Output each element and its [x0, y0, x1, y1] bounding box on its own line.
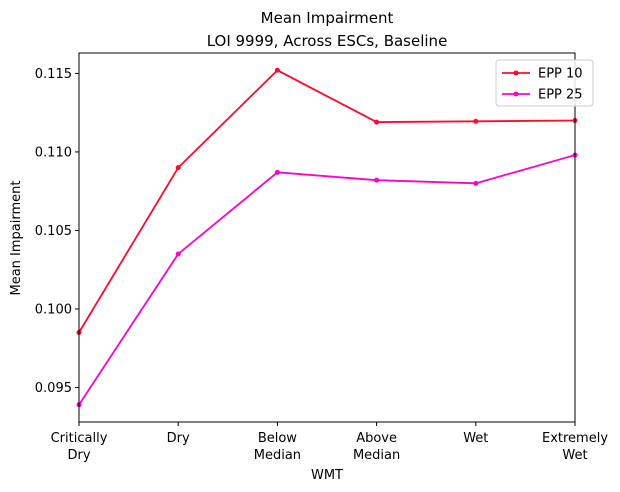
- series-line: [78, 154, 576, 406]
- data-point: [274, 169, 280, 175]
- x-tick-label: Extremely Wet: [542, 431, 608, 463]
- x-tick-label-line: Below: [258, 431, 297, 446]
- x-tick-label-line: Critically: [51, 431, 108, 446]
- x-tick-label-line: Dry: [167, 431, 190, 446]
- legend-label: EPP 25: [538, 88, 583, 103]
- plot-frame: [78, 52, 576, 423]
- data-point: [175, 251, 181, 257]
- y-tick-label: 0.100: [35, 302, 72, 317]
- x-tick-label: Below Median: [254, 431, 301, 463]
- x-tick-label-line: Extremely: [542, 431, 608, 446]
- y-axis: 0.095 0.100 0.105 0.110 0.115: [35, 67, 79, 396]
- x-tick-label: Critically Dry: [51, 431, 108, 463]
- x-tick-label-line: Median: [353, 448, 400, 463]
- x-axis: Critically Dry Dry Below Median Above Median We…: [51, 422, 608, 463]
- data-point: [374, 177, 380, 183]
- x-tick-label-line: Wet: [463, 431, 488, 446]
- legend-label: EPP 10: [538, 67, 583, 82]
- legend-item: EPP 10: [502, 67, 583, 82]
- legend-swatch-marker: [513, 70, 519, 76]
- x-tick-label: Above Median: [353, 431, 400, 463]
- x-tick-label-line: Dry: [67, 448, 90, 463]
- x-tick-label-line: Median: [254, 448, 301, 463]
- data-point: [473, 118, 479, 124]
- x-tick-label-line: Wet: [562, 448, 587, 463]
- legend-item: EPP 25: [502, 88, 583, 103]
- y-tick-label: 0.095: [35, 381, 72, 396]
- y-tick-label: 0.110: [35, 145, 72, 160]
- data-point: [374, 119, 380, 125]
- data-point: [175, 165, 181, 171]
- chart-subtitle: LOI 9999, Across ESCs, Baseline: [207, 32, 448, 50]
- x-tick-label-line: Above: [356, 431, 397, 446]
- x-tick-label: Wet: [463, 431, 488, 446]
- data-point: [473, 180, 479, 186]
- data-point: [274, 67, 280, 73]
- y-axis-label: Mean Impairment: [9, 181, 24, 296]
- legend: EPP 10 EPP 25: [495, 59, 594, 107]
- y-tick-label: 0.115: [35, 67, 72, 82]
- plot-area: [76, 67, 578, 408]
- x-axis-label: WMT: [311, 468, 343, 483]
- chart-title: Mean Impairment: [261, 9, 394, 27]
- y-tick-label: 0.105: [35, 224, 72, 239]
- series-line: [78, 69, 576, 333]
- legend-swatch-marker: [513, 91, 519, 97]
- x-tick-label: Dry: [167, 431, 190, 446]
